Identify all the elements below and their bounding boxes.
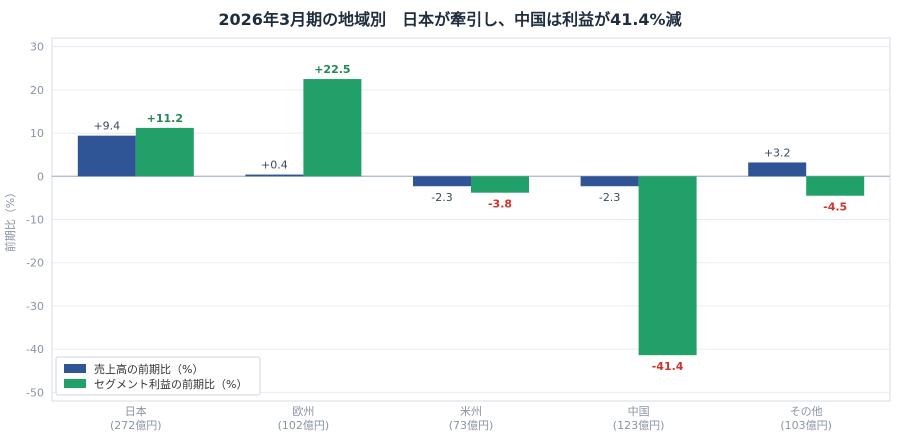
bar-revenue	[748, 162, 807, 177]
legend-swatch	[64, 364, 86, 373]
x-tick-label: その他	[790, 405, 823, 418]
data-label: +11.2	[147, 112, 183, 125]
y-tick-label: -40	[26, 343, 44, 356]
data-label: -41.4	[652, 360, 684, 373]
bar-profit	[806, 176, 865, 196]
bar-revenue	[413, 176, 471, 187]
bar-revenue	[77, 135, 136, 177]
bar-profit	[135, 127, 194, 177]
y-tick-label: 0	[37, 170, 44, 183]
y-tick-label: 20	[30, 84, 44, 97]
x-tick-label: 欧州	[292, 405, 314, 418]
y-tick-label: 10	[30, 127, 44, 140]
y-tick-label: 30	[30, 41, 44, 54]
x-tick-sublabel: (123億円)	[613, 419, 665, 432]
data-label: -2.3	[599, 191, 620, 204]
x-tick-label: 中国	[628, 405, 650, 418]
y-tick-label: -10	[26, 214, 44, 227]
data-label: +9.4	[93, 120, 120, 133]
data-label: -2.3	[431, 191, 452, 204]
y-tick-label: -20	[26, 257, 44, 270]
bar-revenue	[580, 176, 639, 187]
bar-profit	[471, 176, 529, 193]
x-tick-label: 米州	[460, 405, 482, 418]
data-label: +22.5	[314, 63, 350, 76]
data-label: -3.8	[488, 198, 512, 211]
data-label: +3.2	[764, 146, 791, 159]
y-tick-label: -50	[26, 386, 44, 399]
bar-revenue	[245, 174, 304, 177]
bar-profit	[638, 176, 697, 356]
x-tick-sublabel: (102億円)	[278, 419, 330, 432]
x-tick-sublabel: (73億円)	[449, 419, 494, 432]
legend-label: 売上高の前期比（%）	[94, 362, 203, 376]
data-label: +0.4	[261, 159, 288, 172]
legend-label: セグメント利益の前期比（%）	[94, 377, 247, 391]
data-label: -4.5	[823, 201, 847, 214]
bar-profit	[303, 79, 362, 177]
y-axis-label: 前期比（%）	[3, 187, 17, 252]
y-tick-label: -30	[26, 300, 44, 313]
legend-box	[55, 356, 261, 396]
legend-swatch	[64, 379, 86, 388]
x-tick-label: 日本	[125, 404, 147, 418]
x-tick-sublabel: (272億円)	[110, 419, 162, 432]
x-tick-sublabel: (103億円)	[780, 419, 832, 432]
chart-title: 2026年3月期の地域別 日本が牽引し、中国は利益が41.4%減	[218, 10, 682, 29]
